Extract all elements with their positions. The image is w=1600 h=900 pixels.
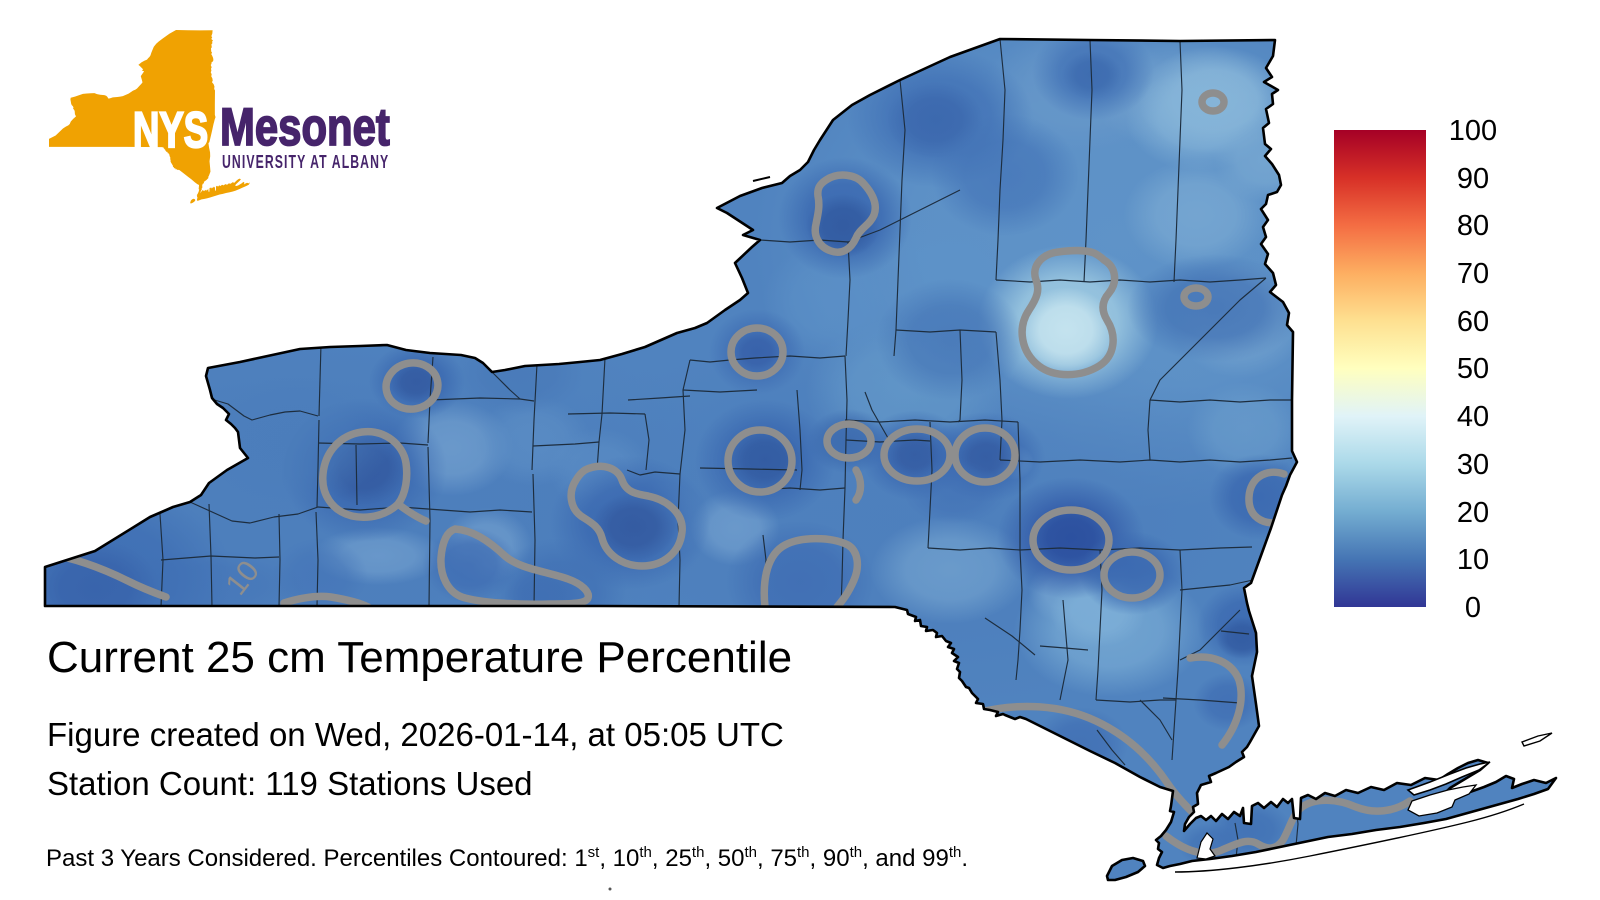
svg-text:40: 40 [1457,401,1489,433]
svg-text:70: 70 [1457,258,1489,290]
svg-text:100: 100 [1449,115,1497,147]
svg-text:90: 90 [1457,163,1489,195]
svg-text:50: 50 [1457,353,1489,385]
svg-text:60: 60 [1457,306,1489,338]
svg-text:10: 10 [1457,544,1489,576]
svg-text:80: 80 [1457,210,1489,242]
svg-text:0: 0 [1465,592,1481,624]
svg-text:30: 30 [1457,449,1489,481]
svg-text:20: 20 [1457,497,1489,529]
